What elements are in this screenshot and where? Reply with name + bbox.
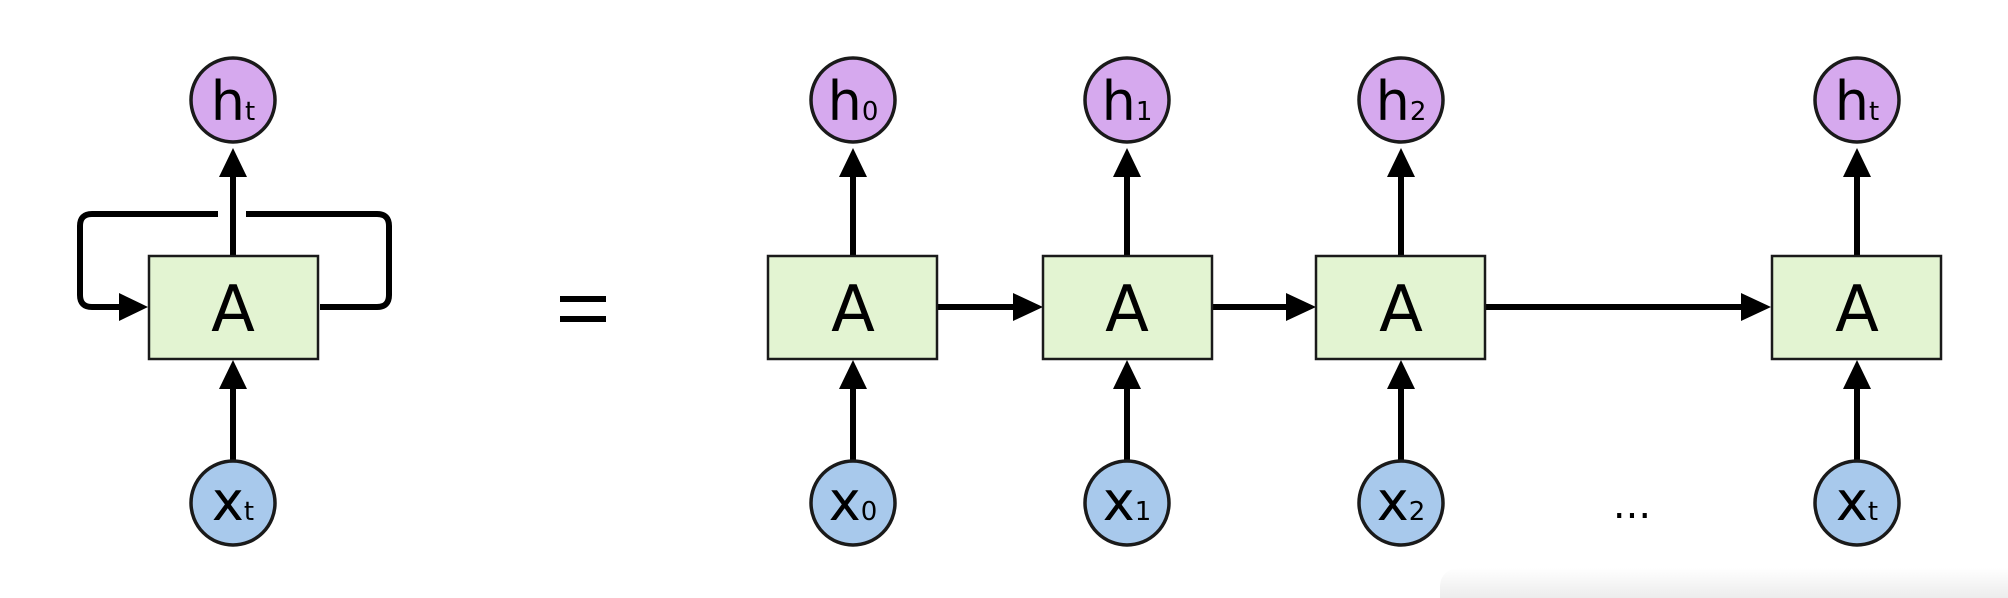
unrolled-rnn: A h0 x0 A bbox=[766, 56, 1943, 547]
input-node-2: x2 bbox=[1357, 459, 1445, 547]
cell-box-t bbox=[1770, 254, 1943, 361]
cell-box-0 bbox=[766, 254, 939, 361]
unrolled-step-1: A h1 x1 bbox=[1041, 56, 1214, 547]
recurrent-arrowhead-2-t bbox=[1741, 293, 1771, 321]
input-node-t: xt bbox=[1813, 459, 1901, 547]
folded-cell-label: A bbox=[211, 273, 255, 347]
svg-text:x1: x1 bbox=[1103, 470, 1152, 533]
recurrent-loop-arrowhead bbox=[119, 293, 148, 321]
hidden-node-1: h1 bbox=[1083, 56, 1171, 144]
cell-label-t: A bbox=[1835, 273, 1879, 347]
folded-hidden-node: ht bbox=[189, 56, 277, 144]
svg-text:xt: xt bbox=[1836, 470, 1878, 533]
cell-box-1 bbox=[1041, 254, 1214, 361]
svg-text:h1: h1 bbox=[1102, 70, 1153, 133]
recurrent-arrowhead-0-1 bbox=[1013, 293, 1043, 321]
unrolled-step-t: A ht xt bbox=[1770, 56, 1943, 547]
unrolled-step-0: A h0 x0 bbox=[766, 56, 939, 547]
folded-cell-box bbox=[147, 254, 320, 361]
folded-output-arrowhead bbox=[219, 148, 247, 177]
svg-text:ht: ht bbox=[211, 70, 255, 133]
cell-label-1: A bbox=[1105, 273, 1149, 347]
recurrent-loop-arrow bbox=[246, 211, 392, 310]
hidden-node-t: ht bbox=[1813, 56, 1901, 144]
hidden-node-2: h2 bbox=[1357, 56, 1445, 144]
ellipsis: ... bbox=[1613, 482, 1651, 528]
recurrent-arrowhead-1-2 bbox=[1286, 293, 1316, 321]
svg-text:xt: xt bbox=[212, 470, 254, 533]
recurrent-loop-arrow-return bbox=[77, 211, 218, 310]
hidden-node-0: h0 bbox=[809, 56, 897, 144]
folded-rnn: A ht xt bbox=[77, 56, 392, 547]
cell-label-0: A bbox=[831, 273, 875, 347]
svg-text:h0: h0 bbox=[828, 70, 879, 133]
corner-shadow bbox=[1440, 568, 2008, 598]
svg-text:x0: x0 bbox=[829, 470, 878, 533]
svg-text:ht: ht bbox=[1835, 70, 1879, 133]
svg-text:h2: h2 bbox=[1376, 70, 1427, 133]
svg-text:x2: x2 bbox=[1377, 470, 1426, 533]
equals-sign bbox=[560, 296, 606, 322]
folded-input-node: xt bbox=[189, 459, 277, 547]
folded-input-arrowhead bbox=[219, 360, 247, 389]
input-node-0: x0 bbox=[809, 459, 897, 547]
cell-label-2: A bbox=[1379, 273, 1423, 347]
cell-box-2 bbox=[1314, 254, 1487, 361]
unrolled-step-2: A h2 x2 bbox=[1314, 56, 1487, 547]
input-node-1: x1 bbox=[1083, 459, 1171, 547]
